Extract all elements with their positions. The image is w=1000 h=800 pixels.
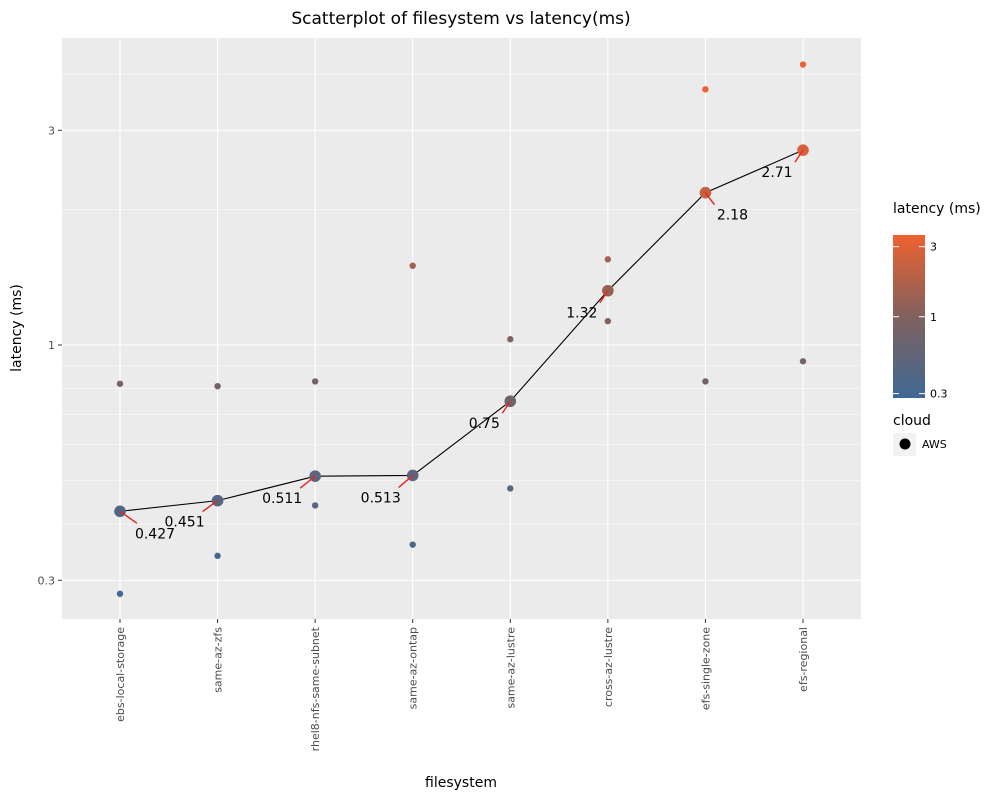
y-tick-label: 0.3 [38,574,56,587]
plot-panel [62,38,861,619]
label-leader-line [119,510,138,524]
mean-data-label: 0.513 [361,490,401,506]
label-leader-line [599,290,609,304]
y-axis-title: latency (ms) [9,284,25,372]
label-leader-line [202,500,218,513]
scatter-point [507,485,514,492]
shape-legend-title: cloud [893,413,931,429]
mean-data-label: 0.451 [165,515,205,531]
scatter-point [116,380,124,387]
scatter-point [799,358,807,365]
y-tick-label: 1 [48,339,55,352]
scatter-point [702,378,709,385]
mean-data-label: 0.511 [262,491,302,507]
mean-data-label: 0.427 [135,526,175,542]
scatter-point [311,502,319,509]
x-tick-label: cross-az-lustre [602,627,615,707]
x-tick-label: efs-single-zone [699,627,712,710]
chart-title: Scatterplot of filesystem vs latency(ms) [291,9,630,29]
shape-legend-label: AWS [922,438,947,451]
colorbar-ticks: 0.3 1 3 [893,241,948,401]
x-tick-label: efs-regional [797,627,810,692]
scatter-point [116,590,124,597]
x-tick-label: same-az-lustre [504,627,517,709]
x-axis-ticks: ebs-local-storage same-az-zfs rhel8-nfs-sa… [114,619,810,751]
x-tick-label: same-az-ontap [407,627,420,709]
mean-line-path [119,149,804,512]
scatter-point [409,262,416,269]
scatter-point [604,256,612,263]
shape-legend-key [899,438,911,450]
mean-data-label: 0.75 [469,416,500,432]
mean-data-label: 2.71 [761,165,792,181]
scatter-point [214,382,221,390]
scatter-point [799,61,807,68]
colorbar-tick-label: 1 [930,311,937,324]
colorbar-tick-label: 0.3 [930,388,948,401]
label-leader-line [398,474,414,488]
scatter-point [604,317,612,325]
label-leader-line [704,192,715,206]
x-tick-label: rhel8-nfs-same-subnet [309,626,322,751]
scatter-point [409,541,416,548]
mean-data-label: 1.32 [566,306,597,322]
label-leader-line [501,400,511,414]
legend: latency (ms) 0.3 1 3 cloud AWS [893,201,981,456]
x-axis-title: filesystem [425,775,497,791]
gridlines [62,38,861,619]
scatter-points [116,61,807,597]
x-tick-label: ebs-local-storage [114,627,127,722]
mean-data-label: 2.18 [717,208,748,224]
y-axis-ticks: 0.3 1 3 [38,124,62,587]
colorbar-tick-label: 3 [930,241,937,254]
color-legend-title: latency (ms) [893,201,981,217]
label-leader-line [299,475,316,489]
scatter-point [214,552,221,560]
scatter-point [507,336,514,343]
scatter-point [702,86,709,93]
label-leader-line [794,149,804,163]
x-tick-label: same-az-zfs [212,627,225,693]
scatter-point [311,378,319,385]
y-tick-label: 3 [48,124,55,137]
